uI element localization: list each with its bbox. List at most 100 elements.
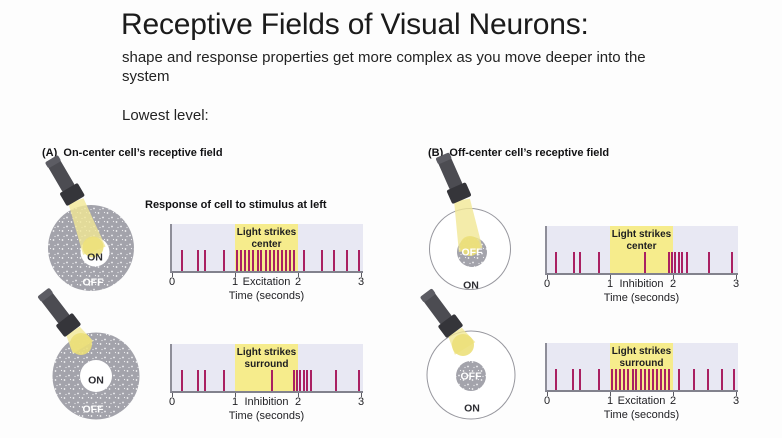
axis-annotation: Excitation bbox=[617, 395, 666, 407]
spike-mark bbox=[197, 370, 200, 391]
spike-chart-b-bottom: Light strikes surround 0 1 2 3 Excitation Time… bbox=[544, 343, 747, 427]
spike-mark bbox=[597, 252, 600, 273]
spike-mark bbox=[615, 369, 618, 390]
axis-annotation: Inhibition bbox=[619, 278, 664, 290]
axis-annotation: Inhibition bbox=[244, 396, 289, 408]
flashlight-butt bbox=[45, 155, 61, 168]
axis-tick-label: 0 bbox=[168, 396, 176, 408]
axis-tick bbox=[172, 273, 173, 277]
spike-mark bbox=[677, 252, 680, 273]
spike-mark bbox=[235, 250, 238, 271]
axis-tick-label: 3 bbox=[732, 278, 740, 290]
spike-mark bbox=[320, 250, 323, 271]
flashlight-icon bbox=[436, 152, 471, 204]
surround-label: OFF bbox=[83, 404, 105, 416]
spike-mark bbox=[678, 369, 681, 390]
spike-mark bbox=[281, 250, 284, 271]
page-title: Receptive Fields of Visual Neurons: bbox=[121, 8, 589, 41]
center-label: ON bbox=[87, 252, 103, 264]
spike-mark bbox=[572, 369, 575, 390]
axis-tick-label: 2 bbox=[669, 395, 677, 407]
axis-tick bbox=[361, 273, 362, 277]
spike-mark bbox=[598, 369, 601, 390]
axis-tick-label: 2 bbox=[294, 276, 302, 288]
spike-mark bbox=[276, 250, 279, 271]
spike-mark bbox=[252, 250, 255, 271]
spike-mark bbox=[733, 369, 736, 390]
plot-area: Light strikes center bbox=[170, 224, 363, 273]
spike-mark bbox=[332, 250, 335, 271]
surround-label: ON bbox=[463, 280, 479, 292]
spike-mark bbox=[285, 250, 288, 271]
light-spot bbox=[452, 334, 474, 356]
axis-tick bbox=[610, 392, 611, 396]
x-axis-title: Time (seconds) bbox=[228, 410, 305, 422]
spike-mark bbox=[619, 369, 622, 390]
surround-label: OFF bbox=[83, 277, 105, 289]
section-a-heading: (A) On-center cell’s receptive field bbox=[42, 147, 223, 159]
spike-mark bbox=[358, 370, 361, 391]
spike-mark bbox=[310, 370, 313, 391]
axis-tick bbox=[673, 392, 674, 396]
spike-mark bbox=[670, 252, 673, 273]
spike-mark bbox=[685, 252, 688, 273]
spike-mark bbox=[730, 252, 733, 273]
spike-mark bbox=[610, 369, 613, 390]
spike-mark bbox=[293, 250, 296, 271]
spike-mark bbox=[707, 252, 710, 273]
spike-mark bbox=[667, 252, 670, 273]
axis-tick-label: 1 bbox=[606, 395, 614, 407]
flashlight-body bbox=[423, 292, 452, 325]
spike-mark bbox=[358, 250, 361, 271]
spike-mark bbox=[289, 250, 292, 271]
flashlight-head bbox=[438, 314, 463, 338]
center-label: OFF bbox=[462, 247, 484, 259]
center-label: OFF bbox=[461, 371, 483, 383]
section-b-heading: (B) Off-center cell’s receptive field bbox=[428, 147, 610, 159]
spike-mark bbox=[656, 369, 659, 390]
stimulus-band-label: Light strikes center bbox=[236, 227, 297, 250]
flashlight-butt bbox=[38, 288, 53, 302]
spike-mark bbox=[643, 252, 646, 273]
spike-mark bbox=[643, 369, 646, 390]
spike-mark bbox=[298, 370, 301, 391]
light-spot bbox=[460, 236, 480, 256]
stimulus-band-label: Light strikes surround bbox=[611, 346, 672, 369]
flashlight-icon bbox=[45, 155, 85, 206]
stimulus-band-label: Light strikes center bbox=[611, 229, 672, 252]
axis-tick-label: 1 bbox=[231, 276, 239, 288]
x-axis-title: Time (seconds) bbox=[603, 292, 680, 304]
spike-mark bbox=[631, 369, 634, 390]
axis-tick bbox=[673, 275, 674, 279]
page-subtitle: shape and response properties get more c… bbox=[122, 49, 646, 85]
response-caption: Response of cell to stimulus at left bbox=[145, 199, 327, 211]
spike-mark bbox=[240, 250, 243, 271]
axis-tick bbox=[736, 392, 737, 396]
light-spot bbox=[82, 236, 104, 258]
flashlight-icon bbox=[420, 288, 463, 338]
receptive-field-diagram-b-bottom: OFF ON bbox=[420, 288, 516, 420]
stimulus-band bbox=[610, 226, 673, 273]
spike-mark bbox=[651, 369, 654, 390]
spike-chart-a-bottom: Light strikes surround 0 1 2 3 Inhibition Time… bbox=[169, 344, 372, 428]
spike-mark bbox=[197, 250, 200, 271]
spike-mark bbox=[295, 370, 298, 391]
spike-mark bbox=[305, 370, 308, 391]
x-axis-title: Time (seconds) bbox=[603, 409, 680, 421]
spike-mark bbox=[664, 369, 667, 390]
receptive-field-diagram-a-top: ON OFF bbox=[45, 155, 134, 291]
axis-tick-label: 0 bbox=[543, 278, 551, 290]
spike-mark bbox=[660, 369, 663, 390]
spike-mark bbox=[260, 250, 263, 271]
axis-tick bbox=[610, 275, 611, 279]
flashlight-body bbox=[438, 156, 463, 190]
spike-mark bbox=[256, 250, 259, 271]
receptive-field-diagram-a-bottom: ON OFF bbox=[38, 288, 140, 420]
spike-mark bbox=[270, 370, 273, 391]
spike-mark bbox=[203, 250, 206, 271]
axis-tick bbox=[736, 275, 737, 279]
center-region bbox=[80, 360, 112, 392]
spike-chart-a-top: Light strikes center 0 1 2 3 Excitation Time (… bbox=[169, 224, 372, 308]
axis-annotation: Excitation bbox=[242, 276, 291, 288]
